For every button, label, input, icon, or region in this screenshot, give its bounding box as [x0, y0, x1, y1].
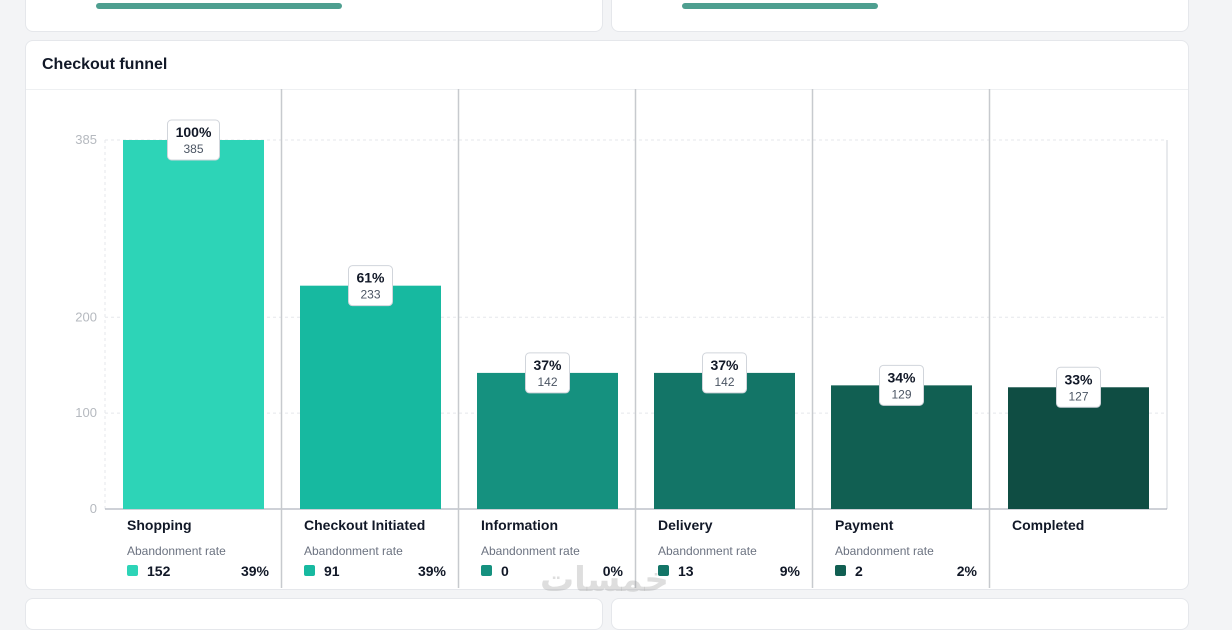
abandonment-rate: 2% — [957, 563, 978, 579]
funnel-bar — [123, 140, 264, 509]
abandonment-swatch — [835, 565, 846, 576]
summary-bar — [682, 3, 878, 9]
data-label-box — [879, 364, 924, 406]
abandonment-rate-label: Abandonment rate — [127, 544, 226, 558]
abandonment-count: 0 — [501, 563, 509, 579]
abandonment-swatch — [481, 565, 492, 576]
abandonment-rate-label: Abandonment rate — [304, 544, 403, 558]
bottom-card-right — [611, 598, 1189, 630]
card-title: Checkout funnel — [42, 56, 168, 73]
y-tick-label: 200 — [75, 309, 97, 324]
category-label: Shopping — [127, 517, 192, 533]
abandonment-rate-label: Abandonment rate — [658, 544, 757, 558]
funnel-bar — [831, 385, 972, 509]
abandonment-swatch — [304, 565, 315, 576]
abandonment-rate: 39% — [418, 563, 447, 579]
funnel-bar — [300, 285, 441, 509]
abandonment-rate-label: Abandonment rate — [835, 544, 934, 558]
summary-card-right — [611, 0, 1189, 32]
y-tick-label: 385 — [75, 132, 97, 147]
category-label: Delivery — [658, 517, 713, 533]
category-label: Checkout Initiated — [304, 517, 425, 533]
y-tick-label: 0 — [90, 501, 97, 516]
y-tick-label: 100 — [75, 405, 97, 420]
funnel-chart: 385 200 100 0 100% 385 Shopping Abandonment rat… — [75, 89, 1168, 588]
card-header: Checkout funnel — [26, 41, 1188, 90]
value-label: 233 — [360, 288, 380, 302]
bottom-card-left — [25, 598, 603, 630]
value-label: 129 — [891, 387, 911, 401]
abandonment-count: 91 — [324, 563, 340, 579]
summary-card-left — [25, 0, 603, 32]
abandonment-rate: 9% — [780, 563, 801, 579]
percent-label: 34% — [887, 369, 916, 385]
abandonment-rate-label: Abandonment rate — [481, 544, 580, 558]
abandonment-swatch — [127, 565, 138, 576]
funnel-bar — [654, 372, 795, 509]
summary-bar — [96, 3, 342, 9]
value-label: 127 — [1068, 389, 1088, 403]
abandonment-count: 13 — [678, 563, 694, 579]
value-label: 142 — [714, 375, 734, 389]
abandonment-count: 152 — [147, 563, 171, 579]
data-label-box — [1056, 366, 1101, 408]
data-label-box — [525, 352, 570, 394]
funnel-bar — [477, 372, 618, 509]
percent-label: 61% — [356, 270, 385, 286]
category-label: Completed — [1012, 517, 1084, 533]
percent-label: 100% — [176, 124, 212, 140]
data-label-box — [348, 265, 393, 307]
percent-label: 33% — [1064, 371, 1093, 387]
value-label: 142 — [537, 375, 557, 389]
value-label: 385 — [183, 142, 203, 156]
data-label-box — [702, 352, 747, 394]
watermark: خمسات — [540, 560, 669, 600]
category-label: Payment — [835, 517, 894, 533]
abandonment-count: 2 — [855, 563, 863, 579]
category-label: Information — [481, 517, 558, 533]
percent-label: 37% — [533, 357, 562, 373]
data-label-box — [167, 119, 220, 161]
abandonment-swatch — [658, 565, 669, 576]
abandonment-rate: 0% — [603, 563, 624, 579]
abandonment-rate: 39% — [241, 563, 270, 579]
percent-label: 37% — [710, 357, 739, 373]
